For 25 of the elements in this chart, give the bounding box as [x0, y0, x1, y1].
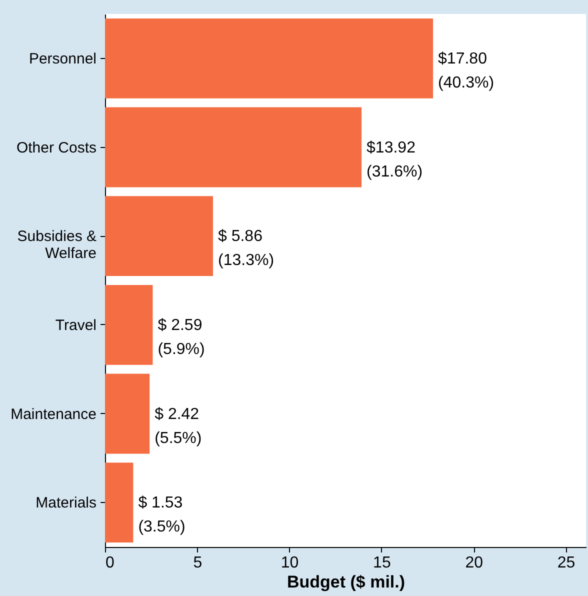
y-tick-label: Personnel [28, 50, 96, 68]
x-axis-title: Budget ($ mil.) [286, 572, 406, 592]
bar [105, 462, 134, 543]
x-tick-label: 0 [106, 554, 114, 572]
bar [105, 18, 434, 98]
bar [105, 374, 150, 454]
bar [105, 107, 362, 188]
data-label: $ 2.59 (5.9%) [158, 316, 205, 358]
x-tick-label: 15 [373, 554, 391, 572]
data-label: $ 1.53 (3.5%) [138, 494, 186, 536]
y-tick-label: Travel [55, 316, 96, 334]
data-label: $ 5.86 (13.3%) [218, 228, 274, 270]
y-tick-label: Materials [36, 494, 96, 512]
x-tick-label: 20 [465, 554, 484, 572]
data-label: $ 2.42 (5.5%) [154, 406, 202, 447]
bar [105, 196, 213, 276]
y-tick-label: Other Costs [16, 139, 96, 156]
x-tick-label: 10 [280, 554, 299, 572]
y-tick-label: Subsidies & Welfare [17, 228, 96, 262]
x-tick-label: 5 [193, 554, 202, 572]
x-tick-label: 25 [557, 554, 576, 572]
bar [105, 284, 153, 365]
data-label: $17.80 (40.3%) [438, 50, 494, 92]
data-label: $13.92 (31.6%) [366, 139, 423, 180]
y-tick-label: Maintenance [10, 406, 96, 423]
